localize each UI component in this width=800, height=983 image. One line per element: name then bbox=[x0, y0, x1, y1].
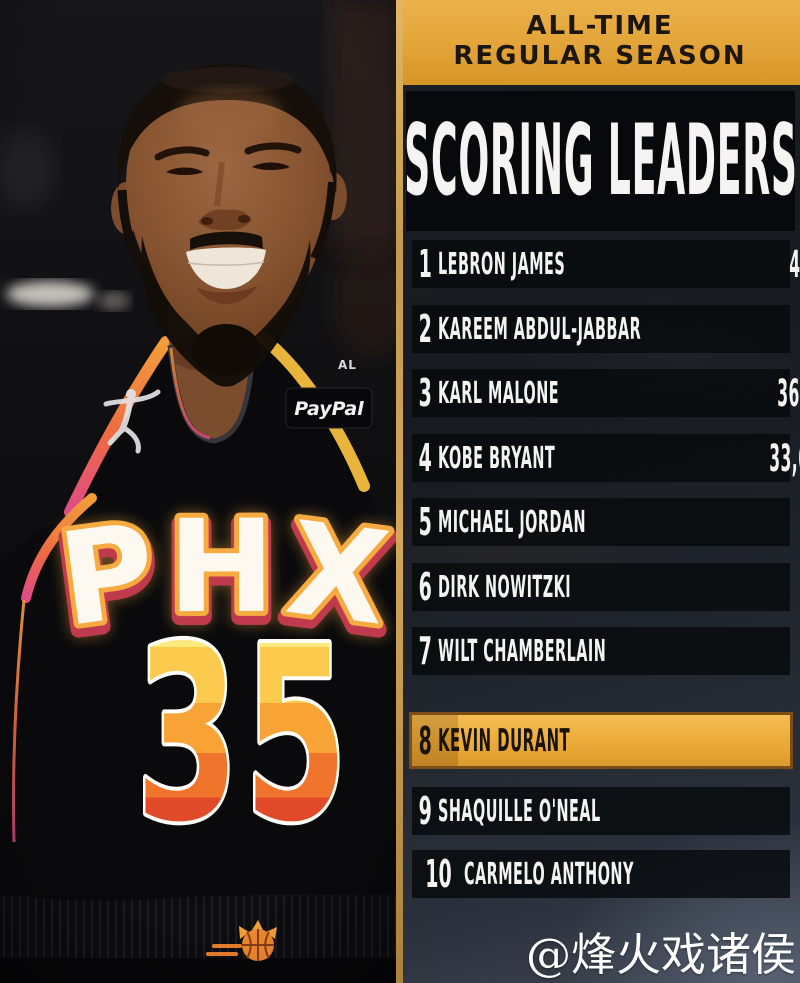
vignette bbox=[0, 0, 400, 983]
title-block: SCORING LEADERS bbox=[403, 91, 798, 231]
header-line-1: ALL-TIME bbox=[526, 11, 674, 41]
panel-header: ALL-TIME REGULAR SEASON bbox=[400, 0, 800, 85]
player-name: KOBE BRYANT bbox=[438, 440, 556, 476]
points: 41,623 bbox=[789, 242, 800, 286]
watermark: @烽火戏诸侯 bbox=[525, 928, 796, 981]
page-title: SCORING LEADERS bbox=[403, 104, 798, 218]
rank: 6 bbox=[418, 565, 432, 609]
player-name: SHAQUILLE O'NEAL bbox=[438, 793, 602, 829]
points: 33,643 bbox=[768, 436, 800, 480]
rank: 4 bbox=[418, 436, 432, 480]
rank: 8 bbox=[418, 718, 432, 763]
leaderboard-row: 1 LEBRON JAMES 41,623 bbox=[412, 240, 800, 288]
player-name: CARMELO ANTHONY bbox=[464, 856, 634, 892]
rank: 5 bbox=[418, 500, 432, 544]
player-name: KEVIN DURANT bbox=[438, 722, 571, 759]
leaderboard-panel: ALL-TIME REGULAR SEASON SCORING LEADERS … bbox=[400, 0, 800, 983]
leaderboard-row: 4 KOBE BRYANT 33,643 bbox=[412, 434, 800, 482]
points: 36,928 bbox=[777, 371, 800, 415]
leaderboard-row: 5 MICHAEL JORDAN 32,292 bbox=[412, 498, 790, 546]
player-photo: AL PayPal PHX PHX 35 bbox=[0, 0, 400, 983]
rank: 9 bbox=[418, 789, 432, 833]
rank: 1 bbox=[418, 242, 432, 286]
panel-body: SCORING LEADERS 1 LEBRON JAMES 41,623 2 … bbox=[400, 85, 800, 983]
rank: 3 bbox=[418, 371, 432, 415]
player-photo-art: AL PayPal PHX PHX 35 bbox=[0, 0, 400, 983]
leaderboard-row: 2 KAREEM ABDUL-JABBAR 38,387 bbox=[412, 305, 790, 353]
leaderboard-row: 6 DIRK NOWITZKI 31,560 bbox=[412, 563, 790, 611]
player-name: LEBRON JAMES bbox=[438, 246, 566, 282]
player-name: DIRK NOWITZKI bbox=[438, 569, 572, 605]
player-name: KAREEM ABDUL-JABBAR bbox=[438, 311, 642, 347]
header-line-2: REGULAR SEASON bbox=[453, 41, 747, 71]
player-name: WILT CHAMBERLAIN bbox=[438, 633, 607, 669]
rank: 10 bbox=[425, 852, 452, 896]
rank: 7 bbox=[418, 629, 432, 673]
leaderboard-row: 9 SHAQUILLE O'NEAL 28,596 bbox=[412, 787, 790, 835]
leaderboard-row-highlighted: 8 KEVIN DURANT 30,000 bbox=[409, 712, 793, 769]
player-name: MICHAEL JORDAN bbox=[438, 504, 587, 540]
gold-divider bbox=[396, 0, 403, 983]
leaderboard-row: 3 KARL MALONE 36,928 bbox=[412, 369, 800, 417]
player-name: KARL MALONE bbox=[438, 375, 560, 411]
leaderboard-row: 10 CARMELO ANTHONY 28,289 bbox=[412, 850, 790, 898]
rank: 2 bbox=[418, 307, 432, 351]
leaderboard-row: 7 WILT CHAMBERLAIN 31,419 bbox=[412, 627, 790, 675]
